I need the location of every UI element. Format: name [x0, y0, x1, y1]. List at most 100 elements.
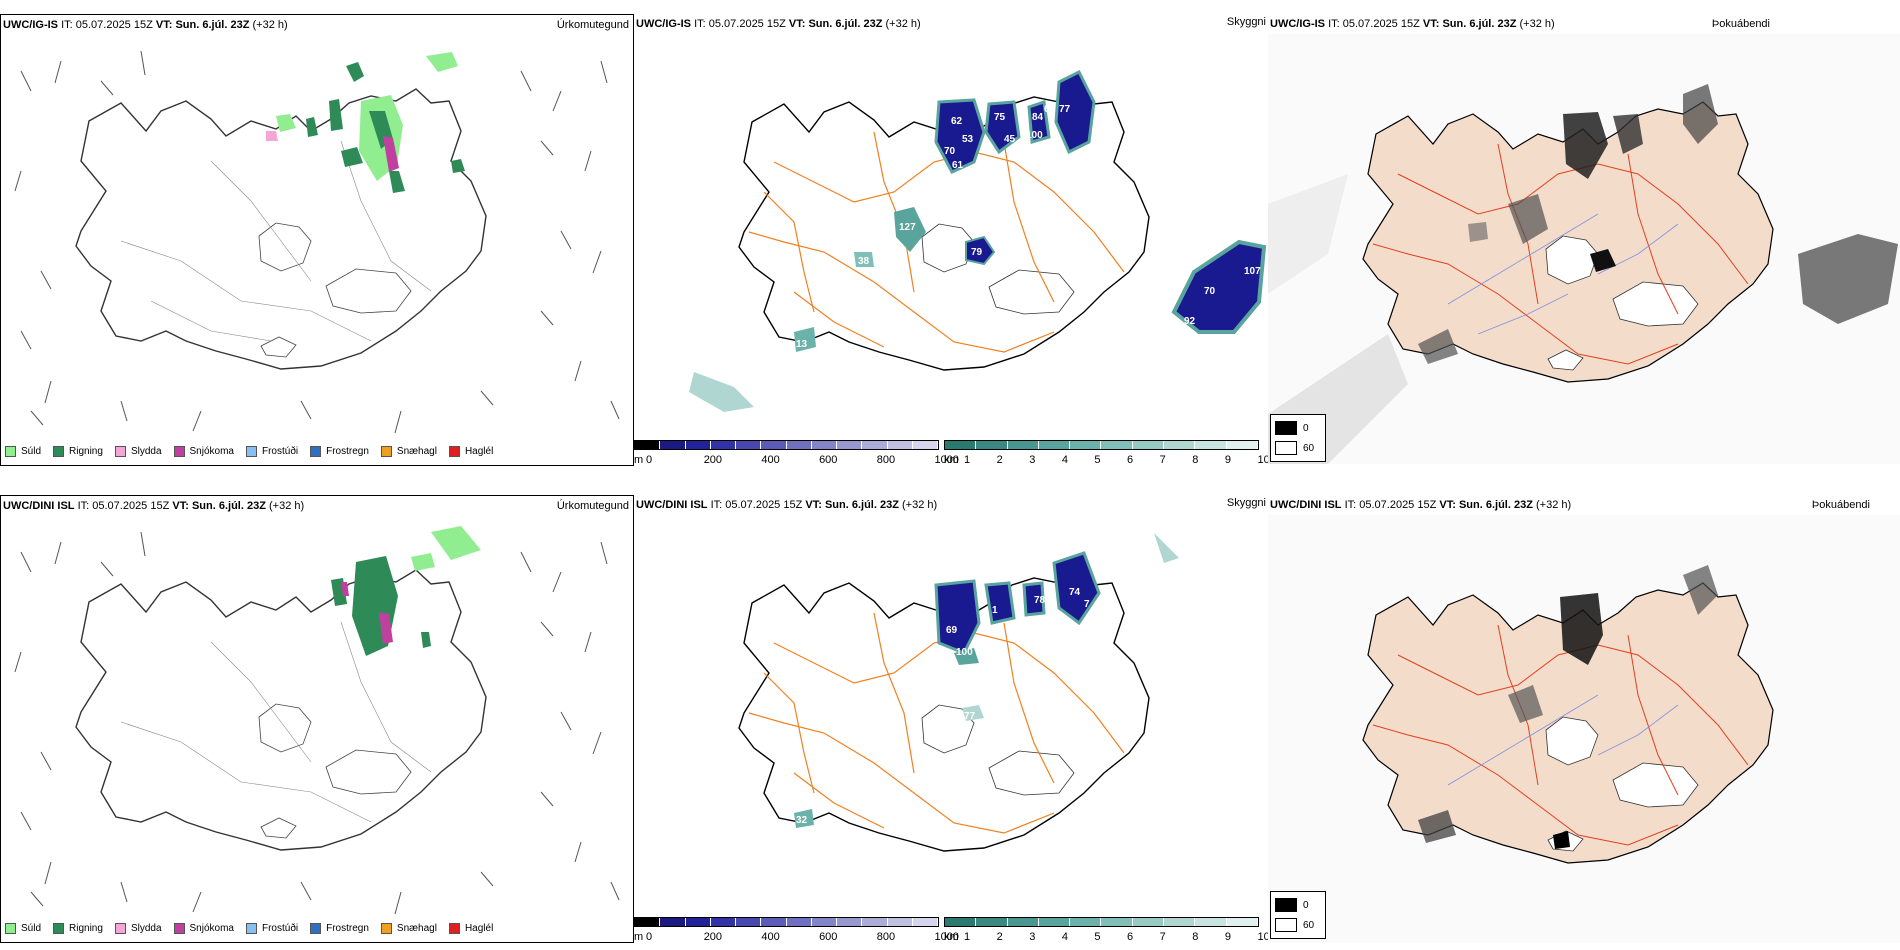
fog-map[interactable] [1268, 34, 1900, 464]
colorbar-segment [976, 918, 1008, 926]
panel-header: UWC/DINI ISL IT: 05.07.2025 15Z VT: Sun.… [636, 499, 938, 511]
fog-legend-label: 60 [1303, 919, 1315, 931]
legend-item: Slydda [114, 923, 162, 934]
legend-item: Súld [5, 446, 41, 457]
legend-item: Haglél [448, 446, 493, 457]
colorbar-tick: 8 [1192, 454, 1199, 466]
svg-text:77: 77 [1059, 104, 1071, 115]
legend-swatch [380, 446, 392, 457]
panel-title: Skyggni [1226, 16, 1266, 28]
svg-text:107: 107 [1244, 266, 1261, 277]
colorbar-tick: 0 [646, 454, 653, 466]
colorbar-segment [976, 441, 1008, 449]
colorbar-tick: 3 [1029, 454, 1036, 466]
fog-map[interactable] [1268, 515, 1900, 943]
colorbar-segment [761, 441, 787, 449]
legend-label: Rigning [69, 923, 103, 934]
colorbar-tick: 0 [646, 931, 653, 943]
colorbar-segment [811, 441, 837, 449]
colorbar-segment [1132, 918, 1165, 926]
colorbar-segment [635, 918, 661, 926]
cloud-labels: 78 74 7 69 100 1 77 32 93 105 [796, 587, 1090, 876]
legend-swatch [5, 446, 16, 457]
precip-panel-top: UWC/IG-IS IT: 05.07.2025 15Z VT: Sun. 6.… [0, 14, 634, 466]
legend-swatch [114, 923, 126, 934]
cloud-panel-top: UWC/IG-IS IT: 05.07.2025 15Z VT: Sun. 6.… [634, 14, 1268, 466]
colorbar-segment [710, 918, 736, 926]
colorbar-segment [837, 918, 863, 926]
colorbar-tick: 600 [819, 931, 838, 943]
legend-item: Frostregn [310, 446, 369, 457]
panel-header: UWC/DINI ISL IT: 05.07.2025 15Z VT: Sun.… [1270, 499, 1572, 511]
fog-legend: 0 60 [1270, 414, 1326, 462]
colorbar-segment [1070, 918, 1102, 926]
svg-text:53: 53 [962, 134, 974, 145]
svg-text:1: 1 [1219, 194, 1225, 205]
colorbar-tick: 3 [1029, 931, 1036, 943]
fog-areas [1418, 565, 1718, 849]
fog-legend-label: 0 [1303, 422, 1309, 434]
legend-label: Frostúði [261, 923, 299, 934]
colorbar-tick: 200 [703, 931, 723, 943]
legend-item: Rigning [53, 923, 103, 934]
colorbar-segment [1226, 441, 1258, 449]
svg-text:36: 36 [954, 189, 966, 200]
colorbar-tick: 6 [1127, 931, 1134, 943]
panel-header: UWC/IG-IS IT: 05.07.2025 15Z VT: Sun. 6.… [3, 19, 288, 31]
cloud-map[interactable]: 77 84 100 70 53 62 45 75 61 64 36 127 79… [634, 32, 1268, 442]
colorbar-tick: 2 [996, 931, 1003, 943]
colorbar-segment [1007, 441, 1039, 449]
panel-header: UWC/IG-IS IT: 05.07.2025 15Z VT: Sun. 6.… [636, 18, 921, 30]
svg-text:69: 69 [946, 625, 958, 636]
svg-text:32: 32 [796, 815, 808, 826]
colorbar-segment [912, 918, 938, 926]
colorbar-segment [1101, 918, 1133, 926]
legend-swatch [380, 923, 392, 934]
legend-item: Frostúði [245, 446, 298, 457]
precip-areas [266, 52, 465, 193]
colorbar-segment [736, 918, 762, 926]
fog-legend-swatch [1275, 441, 1297, 455]
svg-text:64: 64 [1044, 104, 1056, 115]
panel-header: UWC/DINI ISL IT: 05.07.2025 15Z VT: Sun.… [3, 500, 305, 512]
svg-text:70: 70 [944, 146, 956, 157]
visibility-unit: km [944, 931, 959, 943]
legend-swatch [310, 923, 322, 934]
legend-swatch [173, 923, 185, 934]
svg-text:93: 93 [894, 865, 906, 876]
colorbar-tick: 8 [1192, 931, 1199, 943]
precip-areas [331, 526, 481, 656]
wind-barbs [14, 531, 620, 915]
cloud-panel-bottom: UWC/DINI ISL IT: 05.07.2025 15Z VT: Sun.… [634, 495, 1268, 943]
colorbar-tick: 600 [819, 454, 838, 466]
colorbar-tick: 1 [964, 454, 971, 466]
cloud-map[interactable]: 78 74 7 69 100 1 77 32 93 105 [634, 513, 1268, 923]
fog-legend-item: 60 [1275, 918, 1325, 932]
cloud-base-unit: m [634, 454, 644, 466]
legend-label: Frostregn [326, 446, 369, 457]
fog-legend-swatch [1275, 898, 1297, 912]
fog-legend: 0 60 [1270, 891, 1326, 939]
fog-legend-item: 0 [1275, 898, 1325, 912]
legend-label: Rigning [69, 446, 103, 457]
colorbar-segment [685, 918, 711, 926]
colorbar-segment [1195, 918, 1227, 926]
svg-text:100: 100 [956, 647, 973, 658]
colorbar-segment [1038, 918, 1071, 926]
precip-map[interactable] [1, 31, 634, 451]
precip-map[interactable] [1, 512, 634, 932]
wind-barbs [14, 50, 620, 434]
colorbar-tick: 6 [1127, 454, 1134, 466]
legend-label: Haglél [464, 923, 494, 934]
colorbar-segment [862, 441, 888, 449]
colorbar-segment [1132, 441, 1165, 449]
cloud-base-unit: m [634, 931, 644, 943]
fog-legend-item: 60 [1275, 441, 1325, 455]
svg-text:13: 13 [796, 339, 808, 350]
svg-text:75: 75 [994, 112, 1006, 123]
colorbar-segment [1007, 918, 1039, 926]
colorbar-tick: 1000 [934, 454, 959, 466]
colorbar-segment [786, 441, 812, 449]
panel-title: Úrkomutegund [556, 19, 629, 31]
legend-item: Súld [5, 923, 41, 934]
